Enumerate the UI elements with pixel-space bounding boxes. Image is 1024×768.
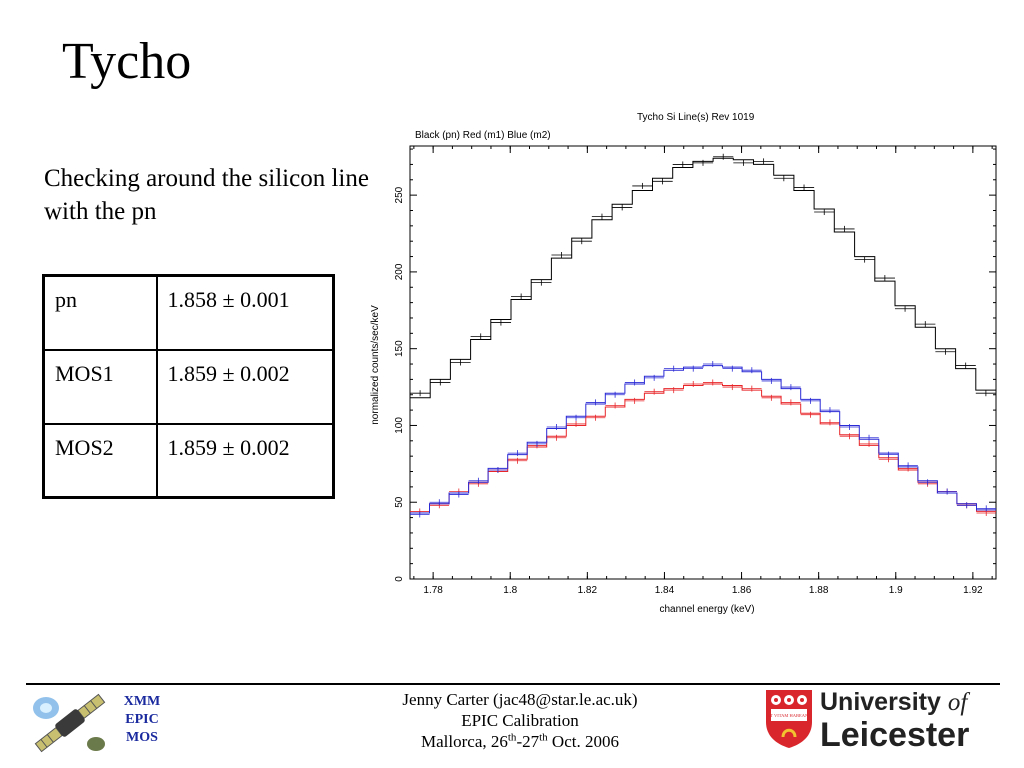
y-axis-ticks: 0 50 100 150 200 250 [394, 148, 996, 582]
epic-line: EPIC [125, 712, 159, 727]
x-tick-label: 1.92 [963, 585, 983, 596]
x-tick-label: 1.88 [809, 585, 829, 596]
slide-title: Tycho [62, 33, 192, 90]
of-word: of [947, 689, 968, 716]
university-word: University [820, 688, 941, 716]
x-tick-label: 1.82 [578, 585, 598, 596]
xmm-line: XMM [123, 694, 161, 709]
x-axis-label: channel energy (keV) [659, 604, 754, 615]
y-tick-label: 50 [394, 496, 405, 508]
model-step-line [410, 365, 996, 514]
y-tick-label: 250 [394, 186, 405, 203]
row-label: MOS2 [42, 422, 158, 499]
table-row: MOS1 1.859 ± 0.002 [42, 348, 335, 425]
intro-text: Checking around the silicon line with th… [44, 165, 369, 225]
crest-motto: UT VITAM HABEANT [767, 713, 811, 718]
satellite-icon [33, 693, 106, 753]
university-wordmark: University of Leicester [820, 688, 969, 753]
xmm-epic-mos-label: XMM EPIC MOS [112, 693, 172, 747]
y-tick-label: 150 [394, 340, 405, 357]
footer-credits: Jenny Carter (jac48@star.le.ac.uk) EPIC … [350, 689, 690, 752]
x-tick-label: 1.84 [655, 585, 675, 596]
x-tick-label: 1.86 [732, 585, 752, 596]
series-group [410, 379, 996, 516]
series-group [410, 361, 996, 518]
series-layer [410, 153, 996, 518]
x-tick-label: 1.78 [423, 585, 443, 596]
model-step-line [410, 383, 996, 514]
x-tick-label: 1.8 [503, 585, 517, 596]
row-label: pn [42, 274, 158, 351]
university-crest-icon: UT VITAM HABEANT [766, 690, 812, 748]
row-value: 1.859 ± 0.002 [155, 348, 335, 425]
row-label: MOS1 [42, 348, 158, 425]
x-axis-ticks: 1.78 1.8 1.82 1.84 1.86 1.88 1.9 1.92 [413, 146, 993, 596]
y-axis-label: normalized counts/sec/keV [370, 305, 381, 425]
spectrum-chart: Tycho Si Line(s) Rev 1019 Black (pn) Red… [370, 112, 997, 615]
y-tick-label: 0 [394, 576, 405, 582]
plot-frame [409, 145, 997, 580]
row-value: 1.859 ± 0.002 [155, 422, 335, 499]
event-line: EPIC Calibration [461, 711, 579, 730]
x-tick-label: 1.9 [889, 585, 903, 596]
footer-divider [26, 683, 1000, 685]
y-tick-label: 100 [394, 417, 405, 434]
table-row: pn 1.858 ± 0.001 [42, 274, 335, 351]
leicester-word: Leicester [820, 716, 970, 754]
venue-date-line: Mallorca, 26th-27th Oct. 2006 [421, 731, 619, 751]
row-value: 1.858 ± 0.001 [155, 274, 335, 351]
y-tick-label: 200 [394, 263, 405, 280]
model-step-line [410, 157, 996, 399]
chart-subtitle: Black (pn) Red (m1) Blue (m2) [415, 130, 551, 141]
results-table: pn 1.858 ± 0.001 MOS1 1.859 ± 0.002 MOS2… [42, 274, 335, 499]
chart-title: Tycho Si Line(s) Rev 1019 [637, 112, 755, 123]
table-row: MOS2 1.859 ± 0.002 [42, 422, 335, 499]
mos-line: MOS [126, 730, 158, 745]
author-line: Jenny Carter (jac48@star.le.ac.uk) [402, 690, 638, 709]
series-group [410, 153, 996, 399]
